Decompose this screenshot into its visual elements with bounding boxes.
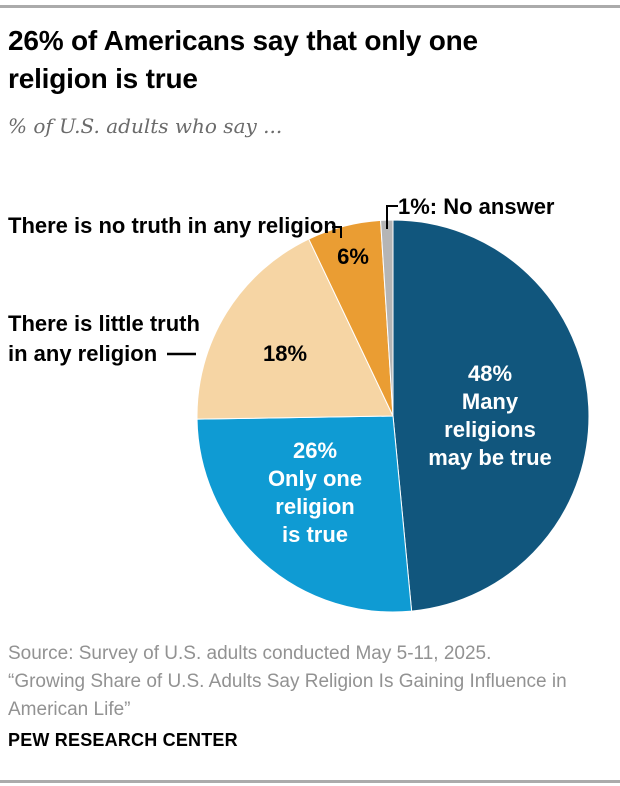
pie-slices xyxy=(196,219,590,613)
chart-subtitle: % of U.S. adults who say ... xyxy=(8,114,283,138)
top-rule xyxy=(0,5,620,8)
no-answer-leader-line xyxy=(386,205,398,229)
no-truth-callout-label: There is no truth in any religion xyxy=(8,213,337,238)
no-truth-leader-line xyxy=(332,226,342,238)
chart-title: 26% of Americans say that only one relig… xyxy=(8,25,478,94)
pie-slice-0 xyxy=(392,219,590,612)
pie-slice-2 xyxy=(196,238,394,420)
little-truth-callout-label: There is little truth in any religion xyxy=(8,311,200,366)
light-blue-slice-label: 26% Only one religion is true xyxy=(267,438,363,547)
report-quote-text: “Growing Share of U.S. Adults Say Religi… xyxy=(8,671,567,720)
pew-research-center-wordmark: PEW RESEARCH CENTER xyxy=(8,730,238,750)
dark-blue-slice-label: 48% Many religions may be true xyxy=(428,361,552,470)
no-answer-callout-label: 1%: No answer xyxy=(398,194,555,219)
footer: Source: Survey of U.S. adults conducted … xyxy=(8,640,612,724)
bottom-rule xyxy=(0,780,620,783)
pie-slice-1 xyxy=(196,415,413,613)
tan-slice-percent-label: 18% xyxy=(262,341,308,366)
leader-lines xyxy=(167,205,398,356)
source-text: Source: Survey of U.S. adults conducted … xyxy=(8,643,492,664)
orange-slice-percent-label: 6% xyxy=(337,244,369,269)
